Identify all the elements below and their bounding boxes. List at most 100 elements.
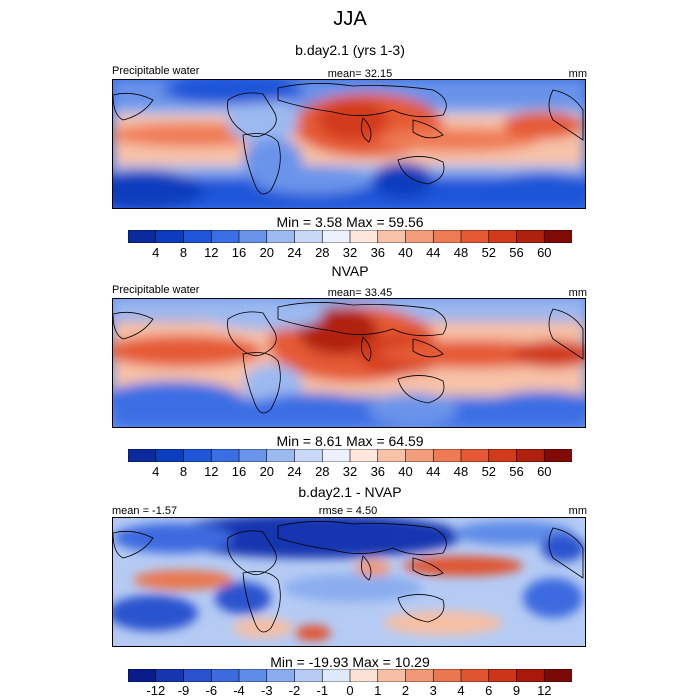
colorbar-swatch — [377, 230, 407, 243]
colorbar-tick-label: 6 — [485, 683, 493, 698]
colorbar-swatch — [543, 449, 572, 462]
colorbar-swatch — [349, 669, 379, 682]
colorbar-swatch — [377, 449, 407, 462]
colorbar-tick-label: 52 — [481, 245, 497, 260]
colorbar-swatch — [405, 230, 434, 243]
panel-3-title: b.day2.1 - NVAP — [298, 484, 402, 500]
colorbar-swatch — [183, 669, 212, 682]
colorbar-tick-label: -3 — [261, 683, 273, 698]
colorbar-tick-label: 24 — [287, 464, 302, 479]
panel-3-stats: Min = -19.93 Max = 10.29 — [270, 654, 430, 670]
colorbar-tick-label: -1 — [316, 683, 329, 698]
colorbar-tick-label: 12 — [204, 245, 219, 260]
colorbar-swatch — [516, 230, 545, 243]
colorbar-swatch — [432, 449, 462, 462]
colorbar-tick-label: 12 — [537, 683, 552, 698]
colorbar-swatch — [155, 669, 185, 682]
colorbar-swatch — [321, 449, 351, 462]
panel-3-colorbar-swatches — [128, 669, 572, 682]
colorbar-tick-label: 40 — [398, 464, 413, 479]
colorbar-swatch — [183, 230, 212, 243]
colorbar-swatch — [238, 669, 268, 682]
colorbar-swatch — [294, 230, 323, 243]
colorbar-tick-label: 48 — [453, 464, 469, 479]
colorbar-tick-label: -4 — [233, 683, 245, 698]
colorbar-swatch — [460, 669, 490, 682]
panel-2-colorbar — [128, 449, 572, 462]
colorbar-tick-label: 8 — [179, 245, 188, 260]
figure-title: JJA — [333, 8, 367, 30]
panel-1-colorbar-swatches — [128, 230, 572, 243]
panel-3-colorbar-ticks: -12 -9 -6 -4 -3 -2 -1 0 1 2 3 4 6 9 12 — [128, 683, 572, 699]
colorbar-swatch — [432, 230, 462, 243]
colorbar-swatch — [349, 230, 379, 243]
panel-1-stats: Min = 3.58 Max = 59.56 — [276, 214, 424, 230]
colorbar-swatch — [377, 669, 407, 682]
panel-3-mean-label: mean = -1.57 — [112, 505, 178, 517]
colorbar-swatch — [432, 669, 462, 682]
colorbar-swatch — [321, 230, 351, 243]
colorbar-swatch — [405, 449, 434, 462]
colorbar-tick-label: 28 — [315, 245, 330, 260]
colorbar-tick-label: -9 — [177, 683, 190, 698]
colorbar-swatch — [321, 669, 351, 682]
colorbar-tick-label: 36 — [370, 245, 386, 260]
colorbar-tick-label: 52 — [481, 464, 497, 479]
colorbar-tick-label: 32 — [342, 464, 358, 479]
colorbar-swatch — [128, 669, 157, 682]
colorbar-tick-label: 4 — [457, 683, 465, 698]
colorbar-swatch — [210, 230, 240, 243]
panel-2-coastlines — [113, 302, 584, 414]
panel-3-rmse-label: rmse = 4.50 — [318, 505, 378, 517]
colorbar-tick-label: 3 — [429, 683, 437, 698]
colorbar-tick-label: 4 — [152, 464, 160, 479]
colorbar-swatch — [266, 230, 296, 243]
colorbar-swatch — [266, 449, 296, 462]
panel-2-left-label: Precipitable water — [112, 284, 200, 296]
colorbar-swatch — [266, 669, 296, 682]
colorbar-swatch — [516, 669, 545, 682]
panel-1-left-label: Precipitable water — [112, 65, 200, 77]
colorbar-tick-label: 0 — [346, 683, 354, 698]
panel-3-map — [112, 517, 586, 647]
colorbar-tick-label: -12 — [146, 683, 166, 698]
colorbar-tick-label: 56 — [509, 464, 524, 479]
colorbar-swatch — [460, 449, 490, 462]
colorbar-tick-label: 60 — [537, 245, 552, 260]
panel-1-mean-label: mean= 32.15 — [327, 68, 393, 80]
colorbar-tick-label: 12 — [204, 464, 219, 479]
colorbar-swatch — [488, 669, 518, 682]
colorbar-swatch — [460, 230, 490, 243]
panel-2-map — [112, 298, 586, 428]
colorbar-tick-label: 36 — [370, 464, 386, 479]
colorbar-swatch — [516, 449, 545, 462]
colorbar-tick-label: 44 — [426, 245, 441, 260]
colorbar-swatch — [238, 230, 268, 243]
colorbar-tick-label: 16 — [231, 245, 247, 260]
colorbar-swatch — [543, 669, 572, 682]
panel-3-map-field — [113, 518, 585, 646]
panel-1-colorbar — [128, 230, 572, 243]
colorbar-swatch — [210, 449, 240, 462]
colorbar-tick-label: 2 — [401, 683, 410, 698]
panel-1-colorbar-ticks: 4 8 12 16 20 24 28 32 36 40 44 48 52 56 60 — [128, 245, 572, 261]
colorbar-swatch — [155, 230, 185, 243]
colorbar-swatch — [183, 449, 212, 462]
panel-1-title: b.day2.1 (yrs 1-3) — [295, 42, 405, 58]
colorbar-tick-label: 56 — [509, 245, 524, 260]
colorbar-swatch — [488, 449, 518, 462]
colorbar-swatch — [349, 449, 379, 462]
colorbar-swatch — [294, 669, 323, 682]
colorbar-swatch — [405, 669, 434, 682]
colorbar-tick-label: 20 — [259, 464, 275, 479]
colorbar-swatch — [294, 449, 323, 462]
colorbar-tick-label: 32 — [342, 245, 358, 260]
colorbar-tick-label: 4 — [152, 245, 160, 260]
panel-2-units-label: mm — [568, 287, 587, 299]
colorbar-swatch — [238, 449, 268, 462]
colorbar-swatch — [128, 449, 157, 462]
panel-2-map-field — [113, 299, 585, 427]
colorbar-tick-label: 9 — [512, 683, 521, 698]
colorbar-tick-label: 24 — [287, 245, 302, 260]
panel-1-map — [112, 79, 586, 209]
